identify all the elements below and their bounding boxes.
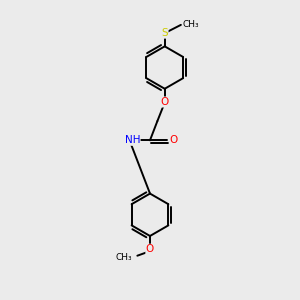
Text: O: O: [146, 244, 154, 254]
Text: NH: NH: [124, 135, 140, 145]
Text: O: O: [169, 135, 178, 145]
Text: CH₃: CH₃: [116, 253, 132, 262]
Text: O: O: [160, 97, 169, 107]
Text: CH₃: CH₃: [182, 20, 199, 29]
Text: S: S: [161, 28, 168, 38]
